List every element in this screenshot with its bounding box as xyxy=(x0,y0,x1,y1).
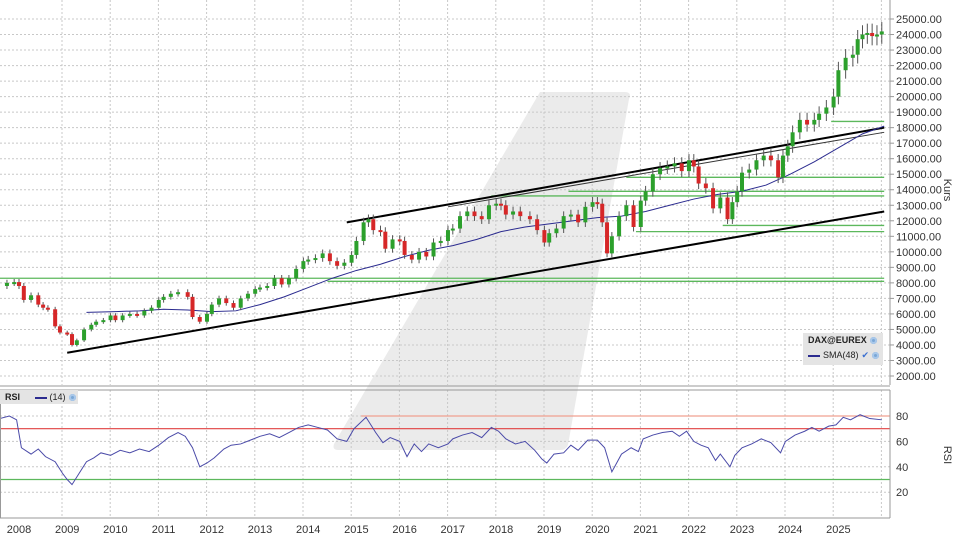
svg-text:2021: 2021 xyxy=(633,524,657,536)
legend-sma-row[interactable]: SMA(48) ✔ xyxy=(803,348,883,363)
settings-icon[interactable] xyxy=(869,337,877,345)
svg-text:2022: 2022 xyxy=(682,524,706,536)
svg-text:80: 80 xyxy=(896,411,908,423)
rsi-line xyxy=(0,414,882,486)
watermark-logo xyxy=(333,92,630,450)
svg-text:12000.00: 12000.00 xyxy=(896,216,942,228)
svg-text:20000.00: 20000.00 xyxy=(896,92,942,104)
svg-text:21000.00: 21000.00 xyxy=(896,76,942,88)
sma-swatch-icon xyxy=(808,354,820,357)
legend-sma: SMA(48) xyxy=(823,350,859,360)
trendlines xyxy=(67,126,885,354)
svg-text:2018: 2018 xyxy=(489,524,513,536)
svg-text:7000.00: 7000.00 xyxy=(896,293,936,305)
rsi-swatch-icon xyxy=(34,396,47,399)
svg-text:8000.00: 8000.00 xyxy=(896,278,936,290)
rsi-legend[interactable]: RSI (14) xyxy=(0,390,78,404)
svg-text:2000.00: 2000.00 xyxy=(896,371,936,383)
svg-text:2014: 2014 xyxy=(296,524,320,536)
settings-icon[interactable] xyxy=(872,352,880,360)
svg-text:40: 40 xyxy=(896,462,908,474)
svg-text:2013: 2013 xyxy=(248,524,272,536)
svg-text:9000.00: 9000.00 xyxy=(896,262,936,274)
svg-text:6000.00: 6000.00 xyxy=(896,309,936,321)
svg-text:60: 60 xyxy=(896,436,908,448)
svg-text:2008: 2008 xyxy=(7,524,31,536)
price-axis-title: Kurs xyxy=(941,179,953,202)
svg-text:13000.00: 13000.00 xyxy=(896,200,942,212)
svg-text:2011: 2011 xyxy=(152,524,176,536)
rsi-legend-title: RSI xyxy=(5,392,21,402)
svg-text:14000.00: 14000.00 xyxy=(896,185,942,197)
svg-text:18000.00: 18000.00 xyxy=(896,123,942,135)
settings-icon[interactable] xyxy=(68,394,76,402)
candlesticks xyxy=(4,22,884,347)
svg-text:2025: 2025 xyxy=(826,524,850,536)
svg-text:17000.00: 17000.00 xyxy=(896,138,942,150)
rsi-legend-period: (14) xyxy=(49,392,66,402)
svg-text:2023: 2023 xyxy=(730,524,754,536)
svg-text:25000.00: 25000.00 xyxy=(896,14,942,26)
rsi-axis-labels: 80 60 40 20 xyxy=(896,411,908,499)
svg-text:4000.00: 4000.00 xyxy=(896,340,936,352)
svg-text:2020: 2020 xyxy=(585,524,609,536)
svg-text:23000.00: 23000.00 xyxy=(896,45,942,57)
svg-text:24000.00: 24000.00 xyxy=(896,30,942,42)
sma-line xyxy=(86,125,885,313)
legend-symbol-row[interactable]: DAX@EUREX xyxy=(803,333,883,348)
rsi-axis-title: RSI xyxy=(941,446,953,464)
visible-check-icon[interactable]: ✔ xyxy=(861,350,870,360)
legend-symbol: DAX@EUREX xyxy=(808,335,867,345)
svg-text:2016: 2016 xyxy=(392,524,416,536)
time-axis-labels: 2008 2009 2010 2011 2012 2013 2014 2015 2016 2017… xyxy=(7,524,851,536)
svg-text:15000.00: 15000.00 xyxy=(896,169,942,181)
svg-text:20: 20 xyxy=(896,487,908,499)
svg-text:11000.00: 11000.00 xyxy=(896,231,941,243)
rsi-reference-lines xyxy=(0,415,890,481)
svg-text:2024: 2024 xyxy=(778,524,802,536)
price-axis-labels: 25000.00 24000.00 23000.00 22000.00 21000.00… xyxy=(890,14,942,383)
svg-text:22000.00: 22000.00 xyxy=(896,61,942,73)
svg-text:10000.00: 10000.00 xyxy=(896,247,942,259)
svg-text:2009: 2009 xyxy=(55,524,79,536)
svg-text:2010: 2010 xyxy=(103,524,127,536)
svg-text:19000.00: 19000.00 xyxy=(896,107,942,119)
svg-text:5000.00: 5000.00 xyxy=(896,324,936,336)
svg-text:2017: 2017 xyxy=(441,524,465,536)
svg-text:2012: 2012 xyxy=(200,524,224,536)
svg-text:3000.00: 3000.00 xyxy=(896,355,936,367)
main-legend[interactable]: DAX@EUREX SMA(48) ✔ xyxy=(803,333,883,365)
svg-text:2019: 2019 xyxy=(537,524,561,536)
svg-text:2015: 2015 xyxy=(344,524,368,536)
horizontal-levels xyxy=(0,120,885,282)
svg-text:16000.00: 16000.00 xyxy=(896,154,942,166)
